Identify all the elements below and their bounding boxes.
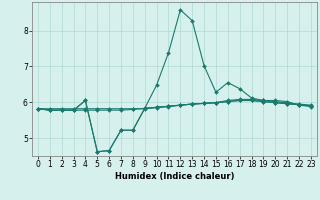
X-axis label: Humidex (Indice chaleur): Humidex (Indice chaleur)	[115, 172, 234, 181]
